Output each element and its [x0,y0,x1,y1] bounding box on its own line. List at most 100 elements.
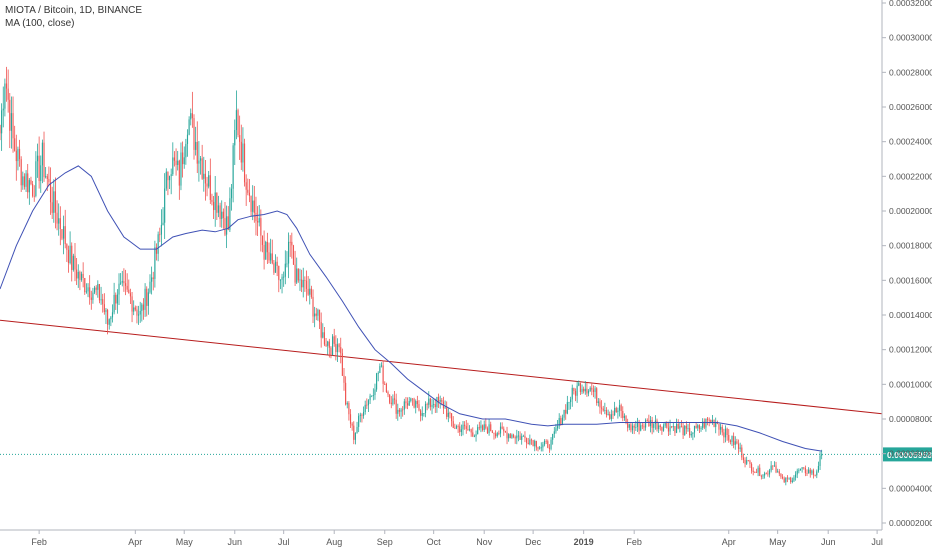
candle-body [268,252,270,261]
candle-body [625,416,627,423]
candle-body [198,160,200,164]
candle-body [596,388,598,403]
candle-body [103,304,105,313]
candle-body [232,145,234,189]
candle-body [695,425,697,428]
candle-body [271,253,273,264]
candle-body [63,226,65,239]
candle-body [597,401,599,403]
time-tick-label: Apr [128,537,142,547]
current-price-layer: 0.00005958 [0,447,932,462]
time-tick-label: Aug [326,537,342,547]
candle-body [226,216,228,235]
candle-body [488,424,490,434]
candle-body [247,189,249,193]
candle-body [498,433,500,434]
candle-body [781,476,784,479]
candle-body [586,388,588,394]
candle-body [495,433,497,437]
candle-body [483,424,485,430]
candle-body [177,160,179,165]
candle-body [687,428,689,429]
candle-body [741,447,743,458]
candle-body [439,399,441,402]
candle-body [1,110,3,134]
candle-body [74,255,76,270]
candle-body [571,387,573,400]
candle-body [353,425,355,440]
symbol-title[interactable]: MIOTA / Bitcoin, 1D, BINANCE [5,5,143,16]
candle-body [113,294,115,313]
candle-body [821,454,823,456]
candle-body [570,399,572,403]
candle-body [314,313,316,317]
candle-body [524,435,526,439]
candle-body [124,283,127,286]
candle-body [310,288,312,297]
candle-body [656,420,658,430]
candle-body [648,420,650,427]
candle-body [726,428,728,435]
time-tick-label: Feb [626,537,642,547]
candle-body [405,401,407,404]
candle-body [387,392,389,395]
candle-body [364,404,366,412]
candle-body [299,279,301,281]
candle-body [152,277,154,279]
candle-body [281,276,283,280]
candle-body [38,155,40,181]
candle-body [436,396,438,408]
candle-body [141,304,143,311]
candle-body [25,173,27,187]
moving-average-layer [0,165,822,452]
candle-body [343,375,345,383]
candle-body [7,88,9,100]
candle-body [690,433,692,436]
price-axis[interactable]: 0.00002000 0.00004000 0.00006000 0.00008000… [881,0,932,530]
candle-body [407,403,409,406]
candle-body [508,434,510,439]
candle-body [325,344,327,346]
candle-body [134,307,136,310]
candle-body [270,253,272,261]
candle-body [79,271,81,280]
candle-body [444,407,446,409]
candle-body [5,83,8,89]
candle-body [496,433,498,437]
candle-body [111,312,114,318]
candle-body [477,427,479,435]
candle-body [431,404,433,407]
candle-body [772,465,774,467]
candle-body [40,165,42,181]
candle-body [389,394,391,403]
candle-body [46,176,48,179]
candle-body [318,309,321,323]
candle-body [296,268,298,283]
candle-body [351,423,353,426]
candle-body [211,199,213,202]
candle-body [110,317,112,320]
candle-body [775,465,777,473]
candle-body [48,178,50,183]
time-tick-label: Nov [476,537,493,547]
candle-body [294,264,296,283]
candle-body [214,192,216,211]
candle-body [139,310,141,315]
indicator-label[interactable]: MA (100, close) [5,18,75,29]
candle-body [729,440,731,442]
candle-body [203,173,205,179]
candle-body [305,280,308,289]
candle-body [170,174,172,177]
candle-body [527,442,529,445]
candle-body [279,279,281,281]
candle-body [183,157,185,165]
candle-body [742,457,744,460]
candle-body [578,383,580,386]
time-axis[interactable]: Feb Apr May Jun Jul Aug Sep Oct Nov Dec 2019 Feb Apr… [0,529,883,547]
candle-body [467,429,469,430]
candle-body [309,288,311,295]
candle-body [415,401,417,408]
price-tick-label: 0.00020000 [889,206,932,216]
